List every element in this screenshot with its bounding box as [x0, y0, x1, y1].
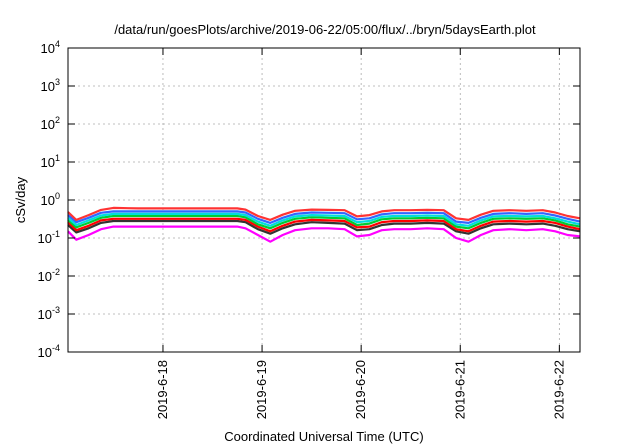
y-tick-label: 103 — [41, 77, 60, 94]
y-tick-label: 10-1 — [38, 229, 60, 246]
y-tick-label: 104 — [41, 39, 60, 56]
series-line-4 — [67, 214, 581, 230]
x-tick-label: 2019-6-21 — [452, 360, 467, 419]
series-line-7 — [67, 206, 581, 221]
x-tick-label: 2019-6-20 — [353, 360, 368, 419]
y-tick-label: 101 — [41, 153, 60, 170]
x-tick-label: 2019-6-18 — [155, 360, 170, 419]
y-axis-ticks: 10-4 10-3 10-2 10-1 100 101 102 103 104 — [38, 39, 580, 360]
series-line-1 — [67, 225, 581, 243]
y-tick-label: 10-3 — [38, 305, 60, 322]
x-tick-label: 2019-6-19 — [254, 360, 269, 419]
x-axis-ticks: 2019-6-18 2019-6-19 2019-6-20 2019-6-21 2019… — [155, 48, 566, 419]
y-tick-label: 10-2 — [38, 267, 60, 284]
y-axis-label: cSv/day — [13, 176, 28, 223]
series-line-5 — [67, 212, 581, 227]
data-series — [67, 206, 581, 243]
y-tick-label: 10-4 — [38, 343, 60, 360]
series-line-6 — [67, 210, 581, 224]
y-tick-label: 100 — [41, 191, 60, 208]
x-tick-label: 2019-6-22 — [551, 360, 566, 419]
y-tick-label: 102 — [41, 115, 60, 132]
x-axis-label: Coordinated Universal Time (UTC) — [224, 429, 423, 444]
series-line-2 — [67, 219, 581, 235]
grid-lines — [68, 47, 580, 353]
series-line-3 — [67, 217, 581, 233]
chart-title: /data/run/goesPlots/archive/2019-06-22/0… — [114, 22, 536, 37]
